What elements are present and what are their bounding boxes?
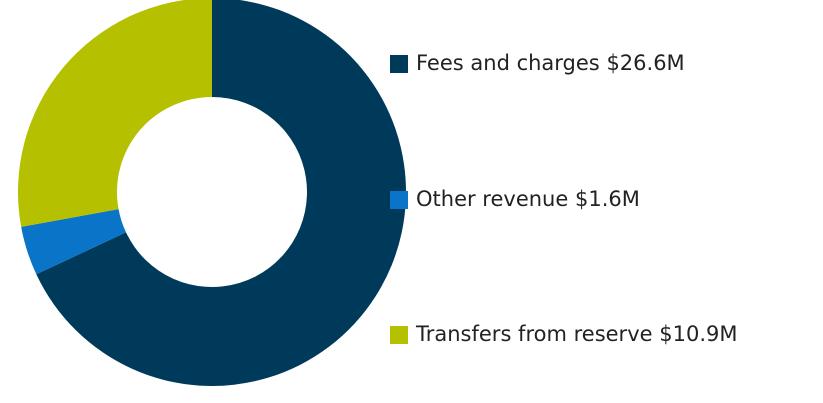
donut-segment — [18, 0, 212, 227]
legend-name: Transfers from reserve — [415, 322, 653, 346]
legend-value: $10.9M — [659, 322, 737, 346]
legend-value: $26.6M — [606, 51, 684, 75]
legend-swatch — [390, 55, 408, 73]
legend-label: Fees and charges $26.6M — [416, 51, 685, 75]
donut-segment — [36, 0, 406, 386]
donut-segment — [21, 209, 126, 275]
legend-swatch — [390, 326, 408, 344]
legend-label: Other revenue $1.6M — [416, 187, 640, 211]
legend-name: Other revenue — [416, 187, 568, 211]
legend-swatch — [390, 191, 408, 209]
legend-name: Fees and charges — [416, 51, 600, 75]
legend-label: Transfers from reserve $10.9M — [415, 322, 737, 346]
legend-value: $1.6M — [575, 187, 640, 211]
